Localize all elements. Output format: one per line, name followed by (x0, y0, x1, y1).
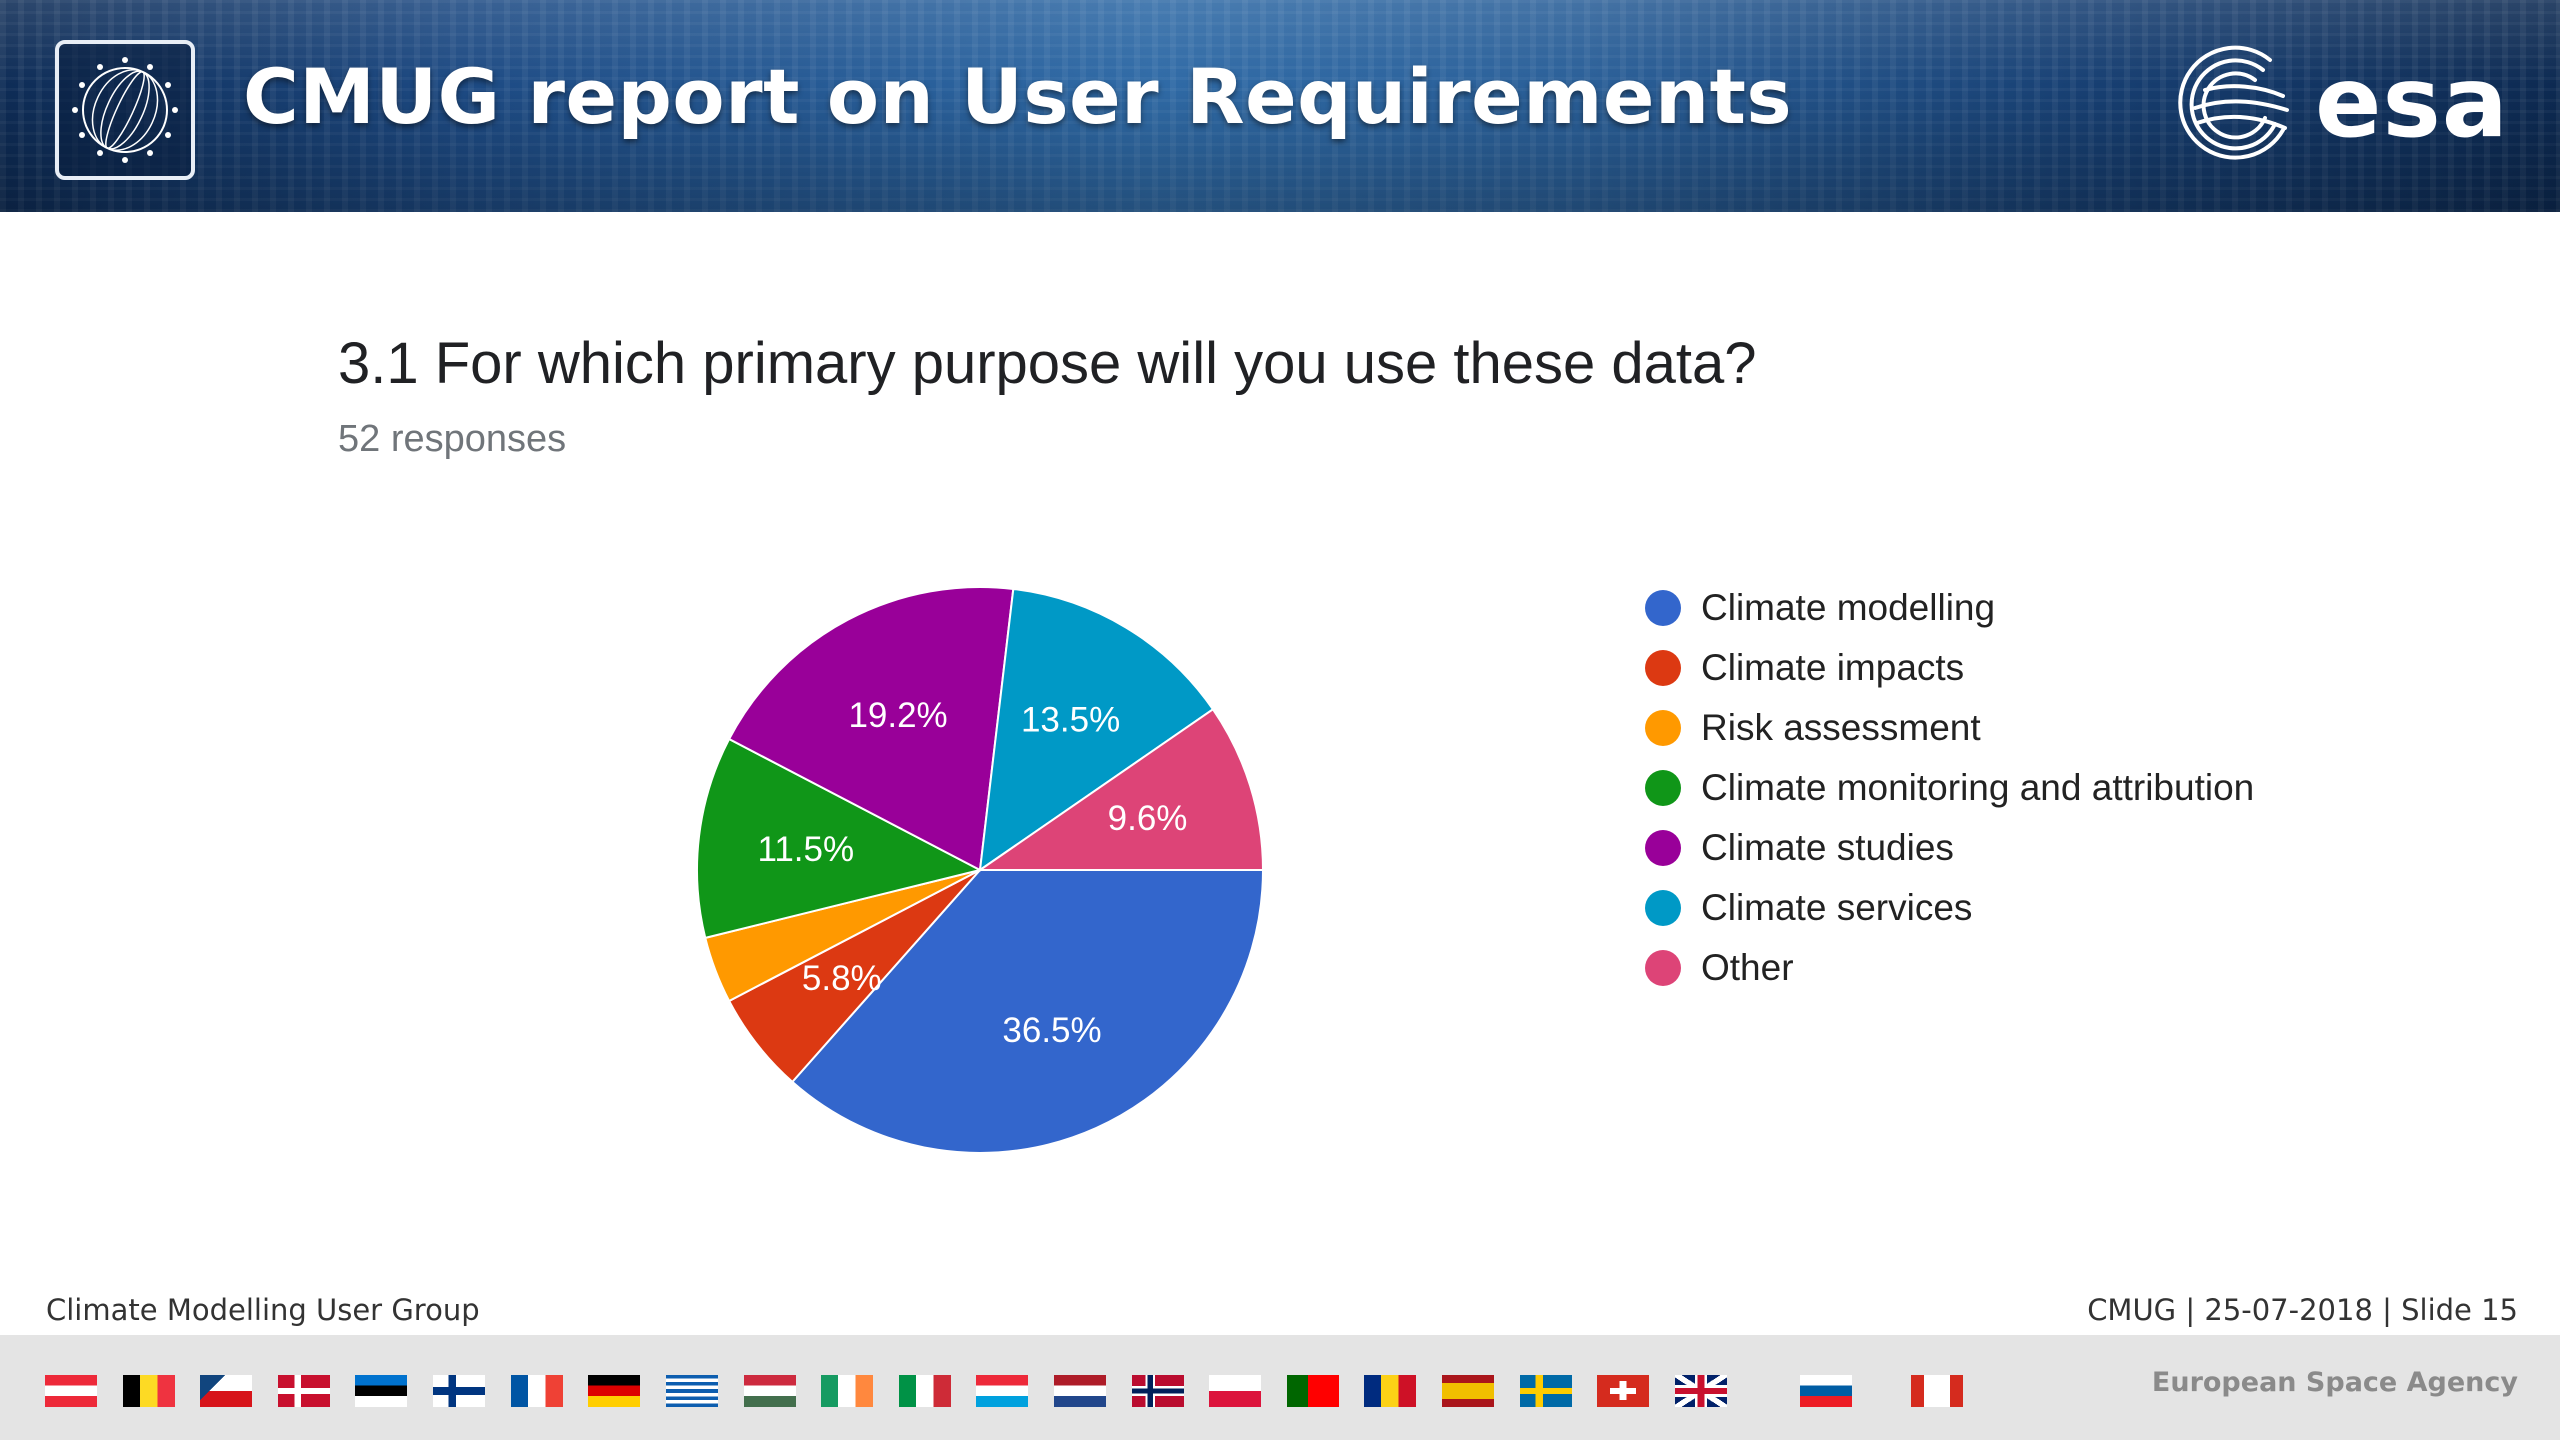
flag-finland-icon (433, 1375, 485, 1407)
pie-slice-climate-modelling (790, 869, 1265, 1154)
legend-label: Climate monitoring and attribution (1701, 767, 2255, 808)
esa-globe-icon (2178, 45, 2289, 160)
legend-item: Risk assessment (1645, 698, 2254, 758)
flag-romania-icon (1364, 1375, 1416, 1407)
legend-swatch-icon (1645, 950, 1681, 986)
legend-label: Risk assessment (1701, 707, 1981, 748)
flag-canada-icon (1911, 1375, 1963, 1407)
flag-spain-icon (1442, 1375, 1494, 1407)
chart-legend: Climate modelling Climate impacts Risk ass… (1645, 578, 2254, 998)
legend-item: Climate monitoring and attribution (1645, 758, 2254, 818)
legend-label: Other (1701, 947, 1794, 988)
flag-belgium-icon (123, 1375, 175, 1407)
flag-italy-icon (899, 1375, 951, 1407)
cci-logo-icon (55, 40, 195, 180)
flag-poland-icon (1209, 1375, 1261, 1407)
legend-item: Climate modelling (1645, 578, 2254, 638)
pie-slice-other (976, 707, 1265, 871)
flag-slovenia-icon (1800, 1375, 1852, 1407)
pie-chart: 36.5% 5.8% 11.5% 19.2% 13.5% 9.6% (696, 586, 1265, 1154)
slice-label-other: 9.6% (1108, 799, 1188, 838)
flag-ireland-icon (821, 1375, 873, 1407)
legend-item: Climate services (1645, 878, 2254, 938)
response-count: 52 responses (338, 418, 567, 460)
legend-label: Climate impacts (1701, 647, 1965, 688)
flag-greece-icon (666, 1375, 718, 1407)
legend-swatch-icon (1645, 830, 1681, 866)
esa-wordmark: esa (2315, 46, 2509, 160)
legend-swatch-icon (1645, 590, 1681, 626)
flag-norway-icon (1132, 1375, 1184, 1407)
slice-label-climate-modelling: 36.5% (1002, 1011, 1101, 1050)
esa-logo: esa (2175, 38, 2525, 168)
legend-swatch-icon (1645, 770, 1681, 806)
legend-item: Climate impacts (1645, 638, 2254, 698)
slice-label-climate-services: 13.5% (1021, 701, 1120, 740)
legend-item: Other (1645, 938, 2254, 998)
pie-slice-climate-monitoring-and-attribution (696, 737, 983, 940)
footer-group-name: Climate Modelling User Group (46, 1293, 480, 1327)
flag-estonia-icon (355, 1375, 407, 1407)
flag-luxembourg-icon (976, 1375, 1028, 1407)
flag-czech-icon (200, 1375, 252, 1407)
flag-sweden-icon (1520, 1375, 1572, 1407)
flag-uk-icon (1675, 1375, 1727, 1407)
legend-swatch-icon (1645, 890, 1681, 926)
flag-austria-icon (45, 1375, 97, 1407)
flag-hungary-icon (744, 1375, 796, 1407)
legend-swatch-icon (1645, 650, 1681, 686)
legend-label: Climate studies (1701, 827, 1954, 868)
flag-denmark-icon (278, 1375, 330, 1407)
header-banner: CMUG report on User Requirements esa (0, 0, 2560, 212)
flag-portugal-icon (1287, 1375, 1339, 1407)
footer-slide-info: CMUG | 25-07-2018 | Slide 15 (2087, 1293, 2518, 1327)
legend-swatch-icon (1645, 710, 1681, 746)
pie-slice-climate-services (978, 587, 1215, 873)
slice-label-climate-studies: 19.2% (848, 696, 947, 735)
flag-france-icon (511, 1375, 563, 1407)
slice-label-climate-impacts: 5.8% (802, 959, 882, 998)
question-title: 3.1 For which primary purpose will you u… (338, 331, 1757, 396)
slice-label-climate-monitoring-and-attribution: 11.5% (757, 830, 854, 869)
flag-switzerland-icon (1597, 1375, 1649, 1407)
legend-label: Climate modelling (1701, 587, 1996, 628)
member-flags-bar: European Space Agency (0, 1335, 2560, 1440)
pie-slice-climate-studies (727, 586, 1015, 872)
flag-germany-icon (588, 1375, 640, 1407)
page-title: CMUG report on User Requirements (243, 52, 1793, 141)
flag-netherlands-icon (1054, 1375, 1106, 1407)
legend-item: Climate studies (1645, 818, 2254, 878)
agency-name: European Space Agency (2151, 1367, 2518, 1398)
legend-label: Climate services (1701, 887, 1973, 928)
